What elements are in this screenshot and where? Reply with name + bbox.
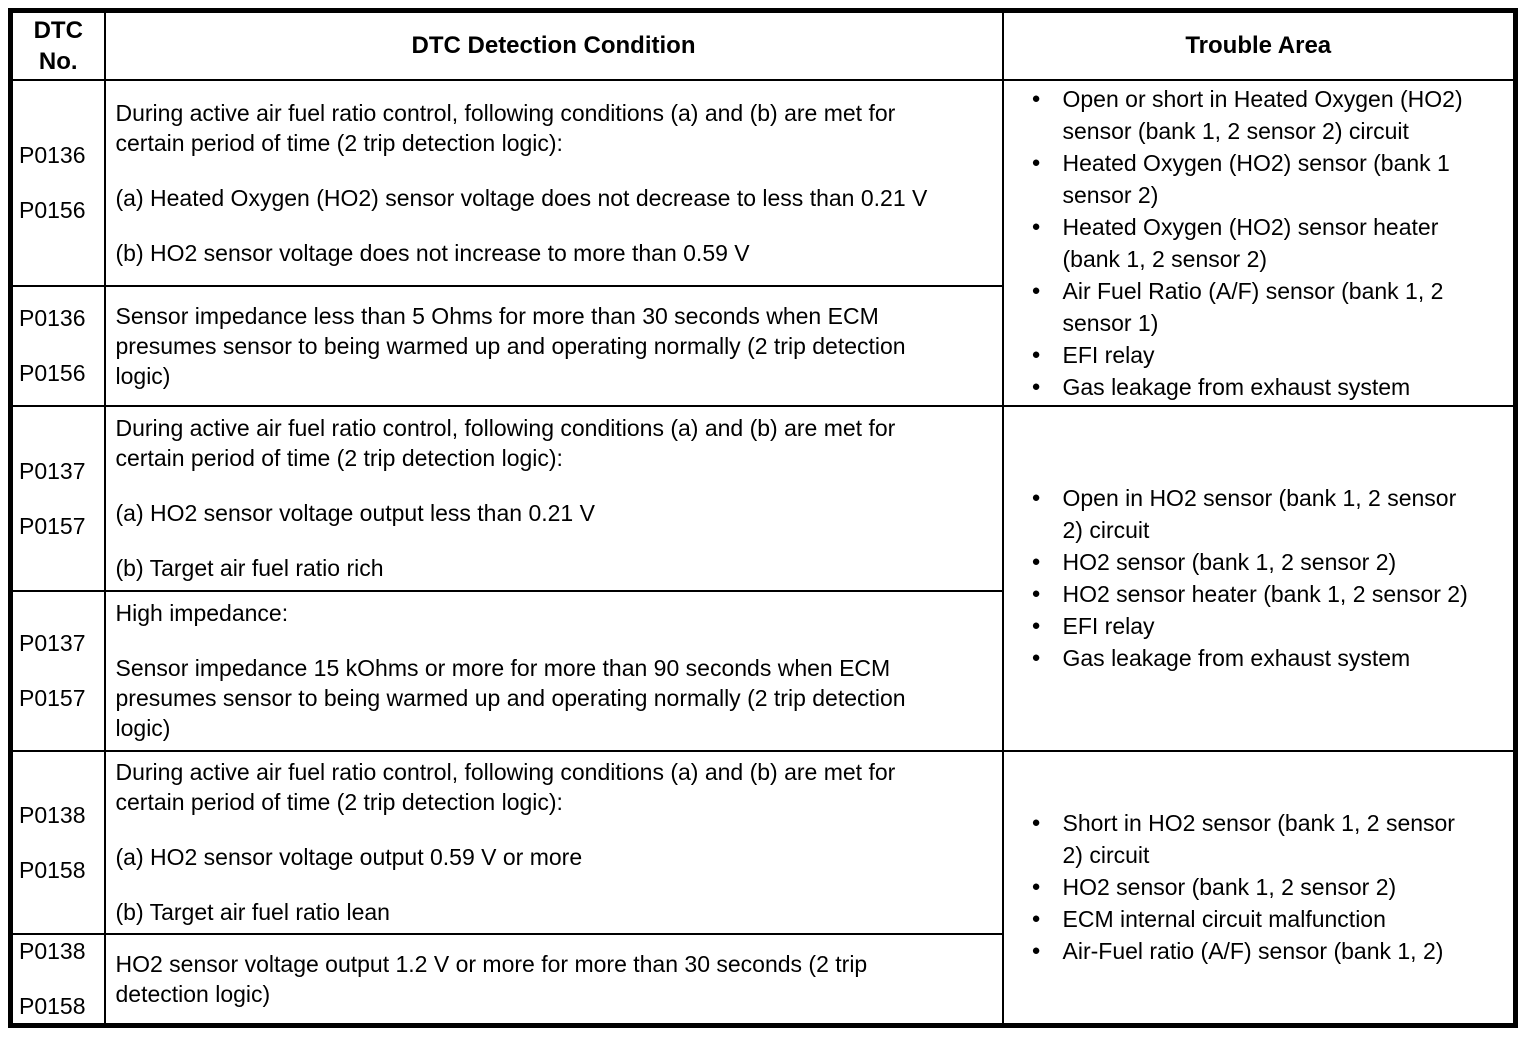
dtc-code: P0158 [19, 993, 86, 1020]
trouble-item-text: ECM internal circuit malfunction [1062, 906, 1386, 933]
trouble-item-text: Heated Oxygen (HO2) sensor heater (bank … [1062, 213, 1439, 272]
trouble-item-text: Gas leakage from exhaust system [1062, 373, 1411, 400]
trouble-item: ● Gas leakage from exhaust system [1006, 642, 1512, 674]
header-detection-condition: DTC Detection Condition [103, 9, 1004, 81]
table-row: P0137 P0157 High impedance: Sensor imped… [9, 589, 1516, 752]
dtc-code: P0156 [19, 360, 86, 387]
trouble-item: ● HO2 sensor (bank 1, 2 sensor 2) [1006, 546, 1512, 578]
condition-paragraph: Sensor impedance less than 5 Ohms for mo… [115, 302, 906, 389]
trouble-item: ● Heated Oxygen (HO2) sensor (bank 1 sen… [1006, 147, 1512, 211]
dtc-code: P0136 [19, 305, 86, 332]
trouble-item-text: Short in HO2 sensor (bank 1, 2 sensor 2)… [1062, 810, 1455, 869]
bullet-icon: ● [1031, 878, 1041, 896]
trouble-item: ● Air Fuel Ratio (A/F) sensor (bank 1, 2… [1006, 275, 1512, 339]
bullet-icon: ● [1031, 489, 1041, 506]
trouble-item: ● EFI relay [1006, 339, 1512, 371]
bullet-icon: ● [1031, 377, 1041, 395]
condition-paragraph: (b) Target air fuel ratio rich [115, 555, 384, 581]
condition-paragraph: (b) Target air fuel ratio lean [115, 899, 390, 925]
trouble-item: ● Heated Oxygen (HO2) sensor heater (ban… [1006, 211, 1512, 275]
trouble-item: ● Short in HO2 sensor (bank 1, 2 sensor … [1006, 807, 1512, 871]
dtc-no-cell: P0136 P0156 [9, 285, 106, 407]
header-trouble-area: Trouble Area [1001, 9, 1517, 81]
table-row: P0138 P0158 During active air fuel ratio… [9, 749, 1517, 1027]
trouble-item-text: Gas leakage from exhaust system [1062, 645, 1411, 671]
bullet-icon: ● [1031, 345, 1041, 363]
trouble-item: ● ECM internal circuit malfunction [1006, 903, 1512, 935]
bullet-icon: ● [1031, 814, 1041, 832]
trouble-area-cell: ● Short in HO2 sensor (bank 1, 2 sensor … [1001, 749, 1517, 1027]
condition-paragraph: (a) HO2 sensor voltage output less than … [115, 500, 595, 526]
detection-condition-cell: During active air fuel ratio control, fo… [103, 404, 1004, 592]
bullet-icon: ● [1031, 153, 1041, 171]
table-row: P0138 P0158 HO2 sensor voltage output 1.… [9, 932, 1516, 1027]
dtc-code: P0136 [19, 142, 86, 169]
bullet-icon: ● [1031, 585, 1041, 602]
trouble-item: ● HO2 sensor (bank 1, 2 sensor 2) [1006, 871, 1512, 903]
trouble-item-text: HO2 sensor (bank 1, 2 sensor 2) [1062, 874, 1397, 901]
detection-condition-cell: HO2 sensor voltage output 1.2 V or more … [103, 932, 1004, 1027]
dtc-no-cell: P0137 P0157 [9, 589, 106, 752]
dtc-code: P0138 [19, 801, 86, 828]
trouble-area-cell: ● Open in HO2 sensor (bank 1, 2 sensor 2… [1001, 404, 1517, 752]
bullet-icon: ● [1031, 942, 1041, 960]
bullet-icon: ● [1031, 553, 1041, 570]
trouble-item: ● Open or short in Heated Oxygen (HO2) s… [1006, 83, 1512, 147]
detection-condition-cell: High impedance: Sensor impedance 15 kOhm… [103, 589, 1004, 752]
trouble-item: ● Gas leakage from exhaust system [1006, 371, 1512, 403]
dtc-code: P0156 [19, 197, 86, 224]
dtc-code: P0138 [19, 938, 86, 965]
table-row: P0136 P0156 During active air fuel ratio… [9, 78, 1517, 407]
detection-condition-cell: Sensor impedance less than 5 Ohms for mo… [103, 285, 1004, 407]
condition-paragraph: HO2 sensor voltage output 1.2 V or more … [115, 950, 868, 1007]
condition-paragraph: High impedance: [115, 600, 289, 626]
detection-condition-cell: During active air fuel ratio control, fo… [103, 749, 1004, 935]
trouble-item-text: Open or short in Heated Oxygen (HO2) sen… [1062, 85, 1463, 144]
dtc-no-cell: P0137 P0157 [9, 404, 106, 592]
condition-paragraph: (a) HO2 sensor voltage output 0.59 V or … [115, 844, 583, 870]
condition-paragraph: (a) Heated Oxygen (HO2) sensor voltage d… [115, 184, 928, 211]
trouble-item-text: EFI relay [1062, 341, 1155, 368]
dtc-code: P0158 [19, 856, 86, 883]
condition-paragraph: (b) HO2 sensor voltage does not increase… [115, 239, 750, 266]
trouble-item: ● Open in HO2 sensor (bank 1, 2 sensor 2… [1006, 482, 1512, 546]
dtc-code: P0157 [19, 512, 86, 539]
bullet-icon: ● [1031, 217, 1041, 235]
dtc-no-cell: P0136 P0156 [9, 78, 106, 288]
dtc-table: DTC No. DTC Detection Condition Trouble … [8, 8, 1518, 1028]
bullet-icon: ● [1031, 281, 1041, 299]
table-row: P0136 P0156 Sensor impedance less than 5… [9, 285, 1516, 407]
trouble-item-text: EFI relay [1062, 613, 1155, 639]
trouble-item-text: HO2 sensor heater (bank 1, 2 sensor 2) [1062, 581, 1468, 607]
dtc-no-cell: P0138 P0158 [9, 749, 106, 935]
dtc-code: P0157 [19, 685, 86, 711]
bullet-icon: ● [1031, 649, 1041, 666]
condition-paragraph: Sensor impedance 15 kOhms or more for mo… [115, 655, 906, 741]
dtc-code: P0137 [19, 630, 86, 656]
trouble-item: ● EFI relay [1006, 610, 1512, 642]
condition-paragraph: During active air fuel ratio control, fo… [115, 99, 896, 156]
bullet-icon: ● [1031, 89, 1041, 107]
trouble-area-cell: ● Open or short in Heated Oxygen (HO2) s… [1001, 78, 1517, 407]
trouble-item-text: Air-Fuel ratio (A/F) sensor (bank 1, 2) [1062, 938, 1444, 965]
trouble-item-text: Open in HO2 sensor (bank 1, 2 sensor 2) … [1062, 485, 1457, 543]
detection-condition-cell: During active air fuel ratio control, fo… [103, 78, 1004, 288]
bullet-icon: ● [1031, 910, 1041, 928]
condition-paragraph: During active air fuel ratio control, fo… [115, 759, 896, 815]
table-header-row: DTC No. DTC Detection Condition Trouble … [9, 9, 1517, 81]
trouble-item-text: Heated Oxygen (HO2) sensor (bank 1 senso… [1062, 149, 1450, 208]
dtc-no-cell: P0138 P0158 [9, 932, 106, 1027]
trouble-item-text: HO2 sensor (bank 1, 2 sensor 2) [1062, 549, 1397, 575]
bullet-icon: ● [1031, 617, 1041, 634]
header-dtc-no: DTC No. [9, 9, 106, 81]
condition-paragraph: During active air fuel ratio control, fo… [115, 415, 896, 471]
dtc-code: P0137 [19, 457, 86, 484]
trouble-item-text: Air Fuel Ratio (A/F) sensor (bank 1, 2 s… [1062, 277, 1444, 336]
table-row: P0137 P0157 During active air fuel ratio… [9, 404, 1517, 752]
trouble-item: ● HO2 sensor heater (bank 1, 2 sensor 2) [1006, 578, 1512, 610]
trouble-item: ● Air-Fuel ratio (A/F) sensor (bank 1, 2… [1006, 935, 1512, 967]
